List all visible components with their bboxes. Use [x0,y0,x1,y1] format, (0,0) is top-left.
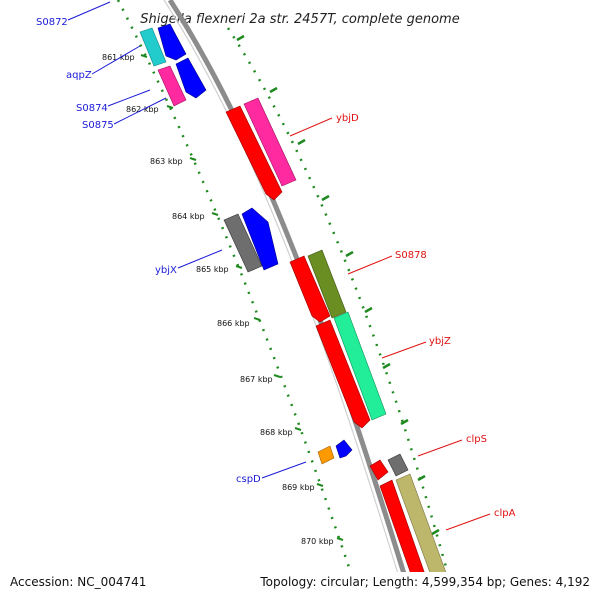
footer-background [0,572,600,600]
accession-text: Accession: NC_004741 [10,575,146,589]
svg-text:863 kbp: 863 kbp [150,157,183,166]
outer-track-ticks [236,34,440,536]
tick-867: 867 kbp [240,374,281,384]
right-leader-lines [289,117,491,531]
gene-S0872-block[interactable] [139,27,167,67]
svg-text:861 kbp: 861 kbp [102,53,135,62]
svg-text:867 kbp: 867 kbp [240,375,273,384]
svg-text:868 kbp: 868 kbp [260,428,293,437]
label-S0875[interactable]: S0875 [82,120,114,131]
tick-869: 869 kbp [282,483,324,492]
gene-ybjX-blue-block[interactable] [241,207,279,271]
label-clpA[interactable]: clpA [494,508,516,519]
svg-text:865 kbp: 865 kbp [196,265,229,274]
gene-S0875-block[interactable] [175,57,207,99]
tick-866: 866 kbp [217,317,261,328]
svg-text:864 kbp: 864 kbp [172,212,205,221]
gene-clpA-red-block[interactable] [379,479,435,600]
genome-summary-text: Topology: circular; Length: 4,599,354 bp… [259,575,590,589]
inner-dotted-track [116,0,362,600]
label-S0872[interactable]: S0872 [36,17,68,28]
gene-ybjZ-red-block[interactable] [315,319,371,429]
gene-clpS-red-block[interactable] [369,459,389,481]
tick-870: 870 kbp [301,537,344,546]
label-ybjD[interactable]: ybjD [336,113,359,124]
tick-861: 861 kbp [102,53,148,62]
genome-backbone [163,0,415,600]
label-clpS[interactable]: clpS [466,434,487,445]
gene-clpA-khaki-block[interactable] [395,473,457,600]
right-gene-labels: ybjD S0878 ybjZ clpS clpA [336,113,516,519]
svg-text:866 kbp: 866 kbp [217,319,250,328]
gene-S0878-olive-block[interactable] [307,249,347,319]
tick-864: 864 kbp [172,212,219,221]
gene-S0874-block[interactable] [157,65,187,107]
gene-cspD-orange-block[interactable] [317,445,335,465]
label-S0878[interactable]: S0878 [395,250,427,261]
gene-cspD-blue-block[interactable] [335,439,353,459]
gene-ybjX-gray-block[interactable] [223,213,263,273]
svg-text:869 kbp: 869 kbp [282,483,315,492]
gene-ybjD-red-block[interactable] [225,105,283,201]
tick-865: 865 kbp [196,265,243,274]
left-leader-lines [67,1,307,479]
gene-S0872-blue-block[interactable] [157,23,187,61]
gene-ybjZ-mint-block[interactable] [333,311,387,421]
gene-clpS-gray-block[interactable] [387,453,409,477]
gene-S0878-red-block[interactable] [289,255,331,323]
label-ybjZ[interactable]: ybjZ [429,336,451,347]
tick-863: 863 kbp [150,157,197,166]
map-title: Shigella flexneri 2a str. 2457T, complet… [140,12,459,27]
label-ybjX[interactable]: ybjX [155,265,177,276]
svg-text:870 kbp: 870 kbp [301,537,334,546]
label-cspD[interactable]: cspD [236,474,261,485]
tick-868: 868 kbp [260,427,302,437]
gene-ybjD-magenta-block[interactable] [243,97,297,187]
left-gene-labels: S0872 aqpZ S0874 S0875 ybjX cspD [36,17,261,485]
label-S0874[interactable]: S0874 [76,103,108,114]
label-aqpZ[interactable]: aqpZ [66,70,92,81]
